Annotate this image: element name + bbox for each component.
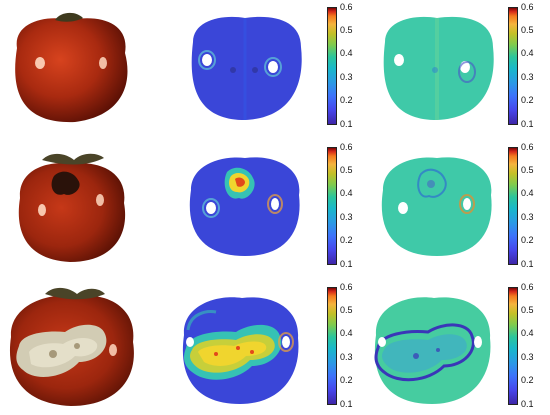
colorbar-row3-col2: 0.6 0.5 0.4 0.3 0.2 0.1 [327, 283, 367, 409]
tick-label: 0.1 [340, 259, 353, 269]
colorbar-row3-col3: 0.6 0.5 0.4 0.3 0.2 0.1 [508, 283, 548, 409]
tick-label: 0.1 [521, 119, 534, 129]
tick-label: 0.6 [340, 282, 353, 292]
tick-label: 0.6 [521, 142, 534, 152]
tick-label: 0.2 [521, 235, 534, 245]
tick-label: 0.5 [521, 305, 534, 315]
tick-label: 0.6 [521, 282, 534, 292]
tick-label: 0.3 [340, 352, 353, 362]
map-row2-col3 [381, 157, 492, 256]
tick-label: 0.3 [521, 72, 534, 82]
colorbar-row2-col3: 0.6 0.5 0.4 0.3 0.2 0.1 [508, 143, 548, 269]
tick-label: 0.2 [340, 375, 353, 385]
tick-label: 0.4 [340, 188, 353, 198]
tomato-photo-row1 [15, 12, 128, 123]
tick-label: 0.4 [521, 328, 534, 338]
tick-label: 0.5 [521, 165, 534, 175]
tick-label: 0.5 [340, 25, 353, 35]
tick-label: 0.4 [521, 188, 534, 198]
tick-label: 0.3 [340, 212, 353, 222]
tick-label: 0.1 [340, 119, 353, 129]
map-row2-col2 [189, 157, 300, 256]
tomato-photo-row3 [9, 287, 134, 406]
tick-label: 0.2 [521, 95, 534, 105]
tick-label: 0.1 [521, 259, 534, 269]
tick-label: 0.1 [521, 399, 534, 409]
map-row3-col2 [182, 297, 299, 404]
colorbar-row1-col3: 0.6 0.5 0.4 0.3 0.2 0.1 [508, 3, 548, 129]
tick-label: 0.6 [521, 2, 534, 12]
tick-label: 0.3 [521, 352, 534, 362]
map-row1-col2 [191, 16, 302, 121]
tomato-photo-row2 [18, 153, 126, 262]
colorbar-row1-col2: 0.6 0.5 0.4 0.3 0.2 0.1 [327, 3, 367, 129]
tick-label: 0.1 [340, 399, 353, 409]
tick-label: 0.4 [340, 48, 353, 58]
map-row1-col3 [383, 16, 494, 121]
tick-label: 0.5 [521, 25, 534, 35]
tick-label: 0.2 [340, 95, 353, 105]
colorbar-row2-col2: 0.6 0.5 0.4 0.3 0.2 0.1 [327, 143, 367, 269]
tick-label: 0.3 [521, 212, 534, 222]
map-row3-col3 [374, 297, 491, 404]
tick-label: 0.6 [340, 142, 353, 152]
tick-label: 0.4 [340, 328, 353, 338]
tick-label: 0.4 [521, 48, 534, 58]
tick-label: 0.2 [340, 235, 353, 245]
tick-label: 0.5 [340, 165, 353, 175]
tick-label: 0.5 [340, 305, 353, 315]
tick-label: 0.2 [521, 375, 534, 385]
tick-label: 0.6 [340, 2, 353, 12]
tick-label: 0.3 [340, 72, 353, 82]
